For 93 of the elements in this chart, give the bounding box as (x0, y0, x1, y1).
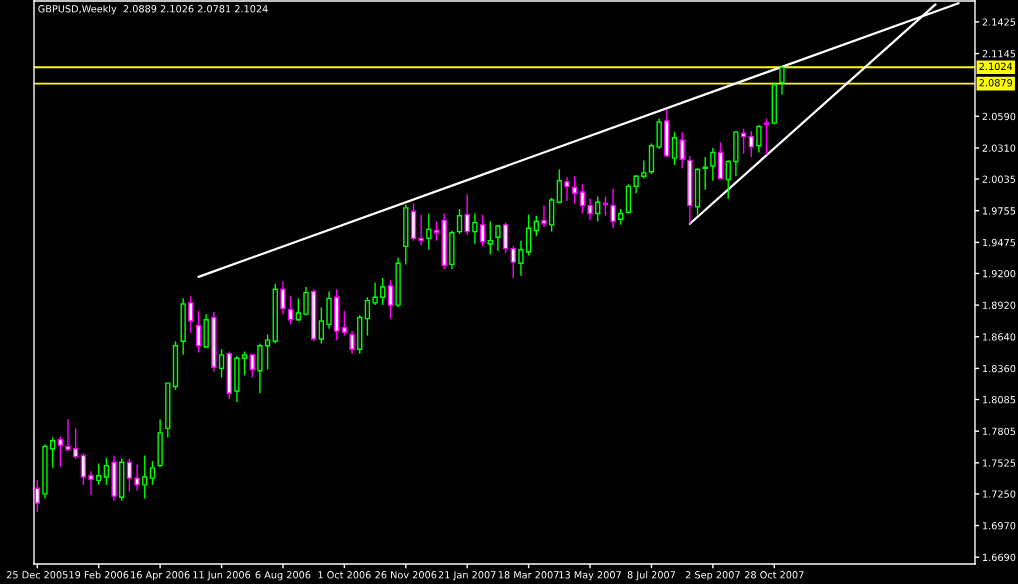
chart-title: GBPUSD,Weekly 2.0889 2.1026 2.0781 2.1024 (38, 4, 268, 15)
x-tick-label: 19 Feb 2006 (69, 570, 129, 579)
candlestick (134, 463, 140, 492)
candlestick (510, 245, 516, 279)
x-tick-label: 1 Oct 2006 (318, 571, 371, 579)
y-tick-label: 1.8920 (983, 301, 1016, 309)
y-tick-label: 2.1425 (982, 18, 1016, 26)
candlestick (464, 193, 470, 236)
candlestick (88, 470, 94, 496)
y-tick-label: 1.8360 (983, 364, 1016, 373)
candlestick (303, 286, 309, 316)
candlestick (188, 295, 194, 335)
candlestick (126, 458, 133, 493)
y-tick-label: 1.9200 (983, 269, 1016, 278)
candlestick (472, 212, 478, 245)
candlestick (502, 221, 509, 254)
x-tick-label: 16 Apr 2006 (131, 571, 190, 581)
candlestick (387, 279, 394, 320)
ref-line-label: 2.0879 (979, 79, 1013, 87)
candlestick (679, 131, 685, 170)
y-tick-label: 2.0590 (982, 112, 1016, 121)
x-tick-label: 25 Dec 2005 (6, 571, 68, 579)
candlestick (756, 124, 762, 154)
candlestick (57, 435, 63, 468)
candlestick (779, 66, 785, 96)
candlestick (380, 277, 386, 306)
candlestick (671, 131, 678, 166)
candlestick (65, 418, 71, 452)
candlestick (218, 348, 225, 379)
candlestick (556, 168, 563, 205)
candlestick (479, 213, 486, 248)
candlestick (587, 198, 593, 222)
candlestick (96, 462, 102, 486)
candlestick (564, 176, 570, 202)
candlestick (572, 175, 578, 205)
y-tick-label: 1.6970 (983, 522, 1016, 530)
y-tick-label: 1.8640 (983, 333, 1016, 341)
candlestick (103, 457, 110, 486)
x-tick-label: 6 Aug 2006 (255, 571, 311, 581)
x-tick-label: 21 Jan 2007 (438, 571, 496, 581)
y-tick-label: 2.0035 (982, 175, 1016, 183)
x-tick-label: 11 Jun 2006 (193, 571, 251, 581)
candlestick (426, 212, 432, 251)
y-tick-label: 2.0310 (982, 144, 1016, 152)
candlestick (287, 295, 294, 326)
candlestick (610, 187, 616, 229)
candlestick (280, 280, 286, 315)
candlestick (264, 333, 271, 371)
x-tick-label: 13 May 2007 (559, 571, 621, 581)
x-tick-label: 2 Sep 2007 (685, 571, 740, 581)
candlestick (80, 452, 87, 486)
candlestick (533, 215, 539, 237)
candlestick (372, 281, 378, 306)
candlestick (641, 159, 647, 180)
candlestick (633, 174, 639, 194)
candlestick (318, 306, 325, 345)
ref-line-label: 2.1024 (979, 62, 1013, 71)
candlestick (495, 224, 501, 252)
candlestick (73, 427, 79, 460)
y-tick-label: 1.9475 (983, 238, 1016, 247)
candlestick (364, 296, 371, 337)
candlestick (579, 183, 586, 215)
candlestick (295, 297, 301, 322)
candlestick (595, 195, 601, 223)
x-tick-label: 28 Oct 2007 (744, 571, 804, 579)
y-tick-label: 1.9755 (983, 207, 1016, 215)
x-tick-label: 8 Jul 2007 (627, 570, 676, 581)
candlestick (702, 156, 708, 191)
candlestick (518, 239, 524, 277)
candlestick (763, 117, 770, 156)
candlestick (142, 454, 148, 500)
y-tick-label: 2.1145 (982, 50, 1016, 58)
y-tick-label: 1.7805 (983, 427, 1016, 435)
candlestick (418, 213, 424, 246)
y-tick-label: 1.8085 (983, 395, 1016, 404)
y-tick-label: 1.7525 (983, 459, 1016, 467)
candlestick (725, 159, 731, 200)
y-tick-label: 1.6690 (983, 553, 1016, 562)
candlestick (710, 147, 716, 182)
candlestick (149, 460, 156, 486)
candlestick (748, 130, 754, 158)
candlestick (341, 310, 348, 337)
y-tick-label: 1.7250 (983, 490, 1016, 498)
candlestick (456, 208, 463, 235)
candlestick (487, 220, 493, 255)
candlestick (349, 330, 355, 355)
x-tick-label: 26 Nov 2006 (375, 571, 437, 579)
candlestick (49, 436, 56, 469)
candlestick (241, 350, 248, 376)
x-tick-label: 18 Mar 2007 (498, 571, 559, 579)
candlestick (541, 204, 547, 228)
candlestick (525, 213, 532, 257)
candlestick (195, 310, 202, 354)
